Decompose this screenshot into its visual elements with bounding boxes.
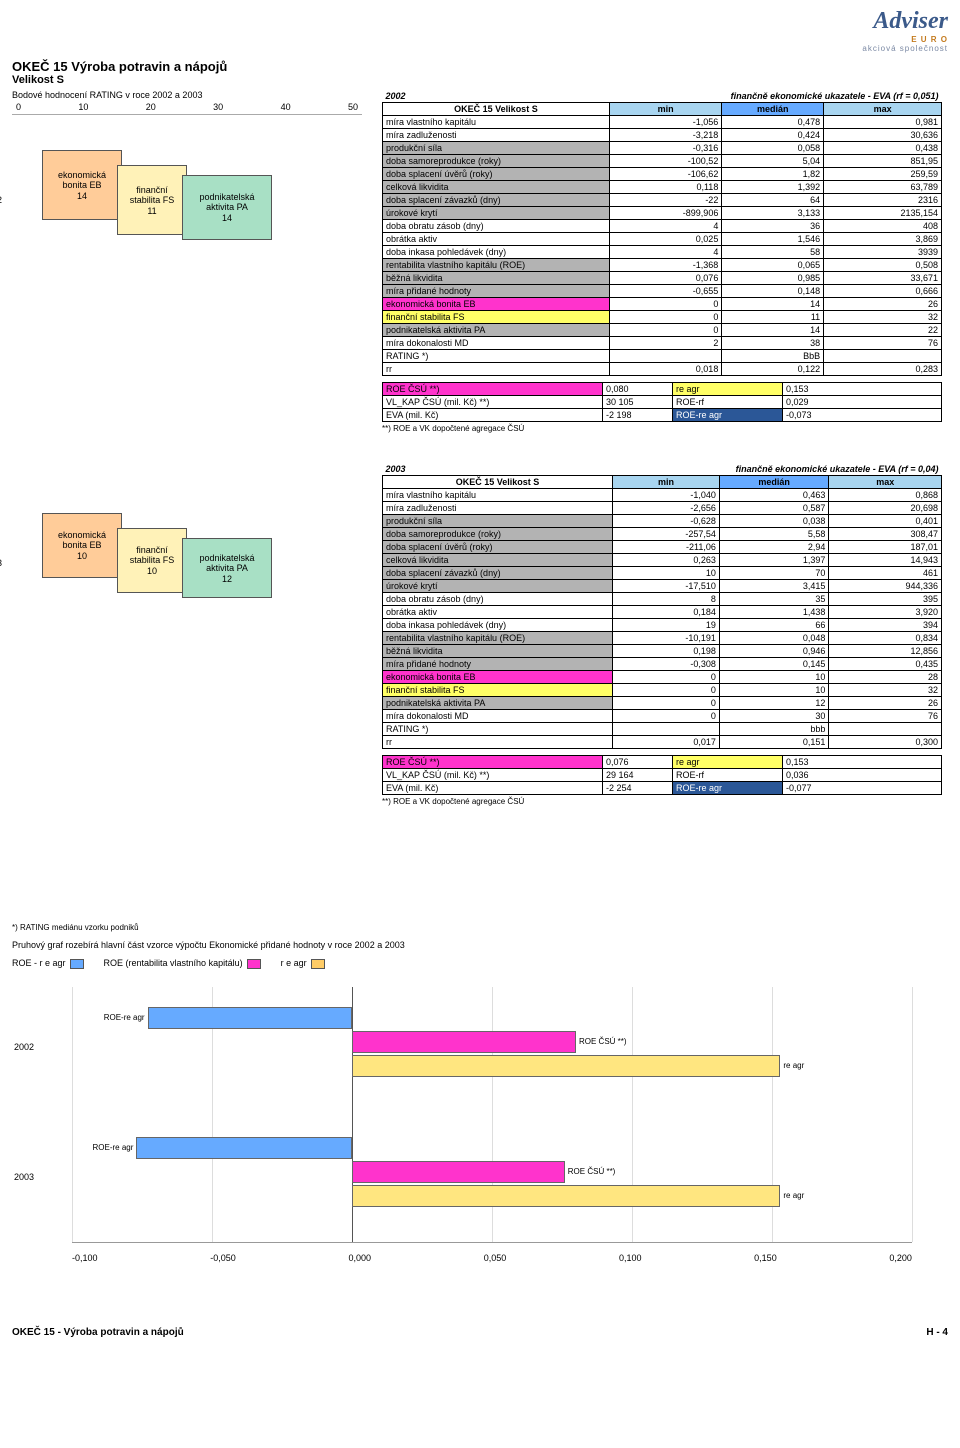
annex-row: EVA (mil. Kč)-2 198ROE-re agr-0,073 bbox=[383, 409, 942, 422]
box-fs-2002: finanční stabilita FS 11 bbox=[117, 165, 187, 235]
table-2002: 2002 finančně ekonomické ukazatele - EVA… bbox=[382, 90, 942, 376]
annex-2002: ROE ČSÚ **)0,080re agr0,153VL_KAP ČSÚ (m… bbox=[382, 382, 942, 422]
table-2003: 2003 finančně ekonomické ukazatele - EVA… bbox=[382, 463, 942, 749]
table-row: míra přidané hodnoty-0,6550,1480,666 bbox=[383, 285, 942, 298]
table-row: ekonomická bonita EB01028 bbox=[383, 671, 942, 684]
legend-intro: Pruhový graf rozebírá hlavní část vzorce… bbox=[12, 940, 948, 950]
rating-note: *) RATING mediánu vzorku podniků bbox=[12, 923, 372, 932]
rating-caption: Bodové hodnocení RATING v roce 2002 a 20… bbox=[12, 90, 372, 100]
bar: ROE ČSÚ **) bbox=[352, 1031, 576, 1053]
table-row: produkční síla-0,3160,0580,438 bbox=[383, 142, 942, 155]
table-row: doba splacení závazků (dny)1070461 bbox=[383, 567, 942, 580]
logo-brand: Adviser bbox=[862, 8, 948, 35]
table-row: podnikatelská aktivita PA01226 bbox=[383, 697, 942, 710]
table-row: finanční stabilita FS01032 bbox=[383, 684, 942, 697]
table-row: doba inkasa pohledávek (dny)1966394 bbox=[383, 619, 942, 632]
page-subtitle: Velikost S bbox=[12, 74, 948, 86]
bar-year-label: 2003 bbox=[14, 1172, 34, 1182]
table-row: doba splacení úvěrů (roky)-211,062,94187… bbox=[383, 541, 942, 554]
legend-swatch bbox=[247, 959, 261, 969]
table-row: obrátka aktiv0,0251,5463,869 bbox=[383, 233, 942, 246]
rating-year-2003: 2003 bbox=[0, 558, 2, 568]
table-row: běžná likvidita0,1980,94612,856 bbox=[383, 645, 942, 658]
rating-chart-2002: 01020304050 2002 ekonomická bonita EB 14… bbox=[12, 100, 362, 400]
legend-swatch bbox=[70, 959, 84, 969]
table-row: celková likvidita0,2631,39714,943 bbox=[383, 554, 942, 567]
rating-chart-2003: 2003 ekonomická bonita EB 10 finanční st… bbox=[12, 463, 362, 763]
box-fs-2003: finanční stabilita FS 10 bbox=[117, 528, 187, 593]
legend-item: r e agr bbox=[281, 958, 325, 969]
annex-row: VL_KAP ČSÚ (mil. Kč) **)30 105ROE-rf0,02… bbox=[383, 396, 942, 409]
table-row: míra dokonalosti MD23876 bbox=[383, 337, 942, 350]
rating-year-2002: 2002 bbox=[0, 195, 2, 205]
bar: re agr bbox=[352, 1185, 780, 1207]
bar-chart: 2002ROE-re agrROE ČSÚ **)re agr2003ROE-r… bbox=[12, 987, 932, 1267]
page-title: OKEČ 15 Výroba potravin a nápojů bbox=[12, 59, 948, 74]
legend-item: ROE - r e agr bbox=[12, 958, 84, 969]
table-row: celková likvidita0,1181,39263,789 bbox=[383, 181, 942, 194]
table-row: rr0,0180,1220,283 bbox=[383, 363, 942, 376]
box-eb-2003: ekonomická bonita EB 10 bbox=[42, 513, 122, 578]
table-row: doba obratu zásob (dny)835395 bbox=[383, 593, 942, 606]
table-row: rentabilita vlastního kapitálu (ROE)-1,3… bbox=[383, 259, 942, 272]
table-row: doba splacení závazků (dny)-22642316 bbox=[383, 194, 942, 207]
table-row: podnikatelská aktivita PA01422 bbox=[383, 324, 942, 337]
table-row: doba splacení úvěrů (roky)-106,621,82259… bbox=[383, 168, 942, 181]
table-row: doba obratu zásob (dny)436408 bbox=[383, 220, 942, 233]
bar-group-2002: 2002ROE-re agrROE ČSÚ **)re agr bbox=[72, 997, 912, 1097]
annex-note-2003: **) ROE a VK dopočtené agregace ČSÚ bbox=[382, 797, 942, 806]
annex-note-2002: **) ROE a VK dopočtené agregace ČSÚ bbox=[382, 424, 942, 433]
box-pa-2003: podnikatelská aktivita PA 12 bbox=[182, 538, 272, 598]
annex-row: ROE ČSÚ **)0,076re agr0,153 bbox=[383, 756, 942, 769]
annex-row: EVA (mil. Kč)-2 254ROE-re agr-0,077 bbox=[383, 782, 942, 795]
year-2003-label: 2003 bbox=[383, 463, 613, 476]
table-row: běžná likvidita0,0760,98533,671 bbox=[383, 272, 942, 285]
bar: ROE ČSÚ **) bbox=[352, 1161, 565, 1183]
table-row: RATING *)BbB bbox=[383, 350, 942, 363]
bar-group-2003: 2003ROE-re agrROE ČSÚ **)re agr bbox=[72, 1127, 912, 1227]
logo: Adviser E U R O akciová společnost bbox=[862, 8, 948, 53]
table-row: finanční stabilita FS01132 bbox=[383, 311, 942, 324]
legend-item: ROE (rentabilita vlastního kapitálu) bbox=[104, 958, 261, 969]
table-row: RATING *)bbb bbox=[383, 723, 942, 736]
table-row: rentabilita vlastního kapitálu (ROE)-10,… bbox=[383, 632, 942, 645]
table-row: míra vlastního kapitálu-1,0400,4630,868 bbox=[383, 489, 942, 502]
eva-title-2003: finančně ekonomické ukazatele - EVA (rf … bbox=[613, 463, 942, 476]
group-header: OKEČ 15 Velikost S bbox=[383, 103, 610, 116]
year-2002-label: 2002 bbox=[383, 90, 610, 103]
table-row: obrátka aktiv0,1841,4383,920 bbox=[383, 606, 942, 619]
table-row: ekonomická bonita EB01426 bbox=[383, 298, 942, 311]
table-row: produkční síla-0,6280,0380,401 bbox=[383, 515, 942, 528]
table-row: míra zadluženosti-3,2180,42430,636 bbox=[383, 129, 942, 142]
table-row: doba samoreprodukce (roky)-257,545,58308… bbox=[383, 528, 942, 541]
col-min: min bbox=[609, 103, 721, 116]
table-row: míra přidané hodnoty-0,3080,1450,435 bbox=[383, 658, 942, 671]
table-row: míra vlastního kapitálu-1,0560,4780,981 bbox=[383, 116, 942, 129]
bar: ROE-re agr bbox=[136, 1137, 352, 1159]
annex-row: VL_KAP ČSÚ (mil. Kč) **)29 164ROE-rf0,03… bbox=[383, 769, 942, 782]
table-row: míra zadluženosti-2,6560,58720,698 bbox=[383, 502, 942, 515]
table-row: úrokové krytí-17,5103,415944,336 bbox=[383, 580, 942, 593]
legend-swatch bbox=[311, 959, 325, 969]
col-max: max bbox=[824, 103, 942, 116]
logo-sub: E U R O akciová společnost bbox=[862, 35, 948, 53]
legend: ROE - r e agr ROE (rentabilita vlastního … bbox=[12, 958, 948, 969]
bar: ROE-re agr bbox=[148, 1007, 352, 1029]
box-eb-2002: ekonomická bonita EB 14 bbox=[42, 150, 122, 220]
col-median: medián bbox=[722, 103, 824, 116]
bar-year-label: 2002 bbox=[14, 1042, 34, 1052]
table-row: doba samoreprodukce (roky)-100,525,04851… bbox=[383, 155, 942, 168]
table-row: míra dokonalosti MD03076 bbox=[383, 710, 942, 723]
eva-title-2002: finančně ekonomické ukazatele - EVA (rf … bbox=[609, 90, 941, 103]
box-pa-2002: podnikatelská aktivita PA 14 bbox=[182, 175, 272, 240]
bar: re agr bbox=[352, 1055, 780, 1077]
annex-2003: ROE ČSÚ **)0,076re agr0,153VL_KAP ČSÚ (m… bbox=[382, 755, 942, 795]
table-row: úrokové krytí-899,9063,1332135,154 bbox=[383, 207, 942, 220]
table-row: rr0,0170,1510,300 bbox=[383, 736, 942, 749]
annex-row: ROE ČSÚ **)0,080re agr0,153 bbox=[383, 383, 942, 396]
table-row: doba inkasa pohledávek (dny)4583939 bbox=[383, 246, 942, 259]
footer-right: H - 4 bbox=[926, 1327, 948, 1338]
footer-left: OKEČ 15 - Výroba potravin a nápojů bbox=[12, 1327, 184, 1338]
